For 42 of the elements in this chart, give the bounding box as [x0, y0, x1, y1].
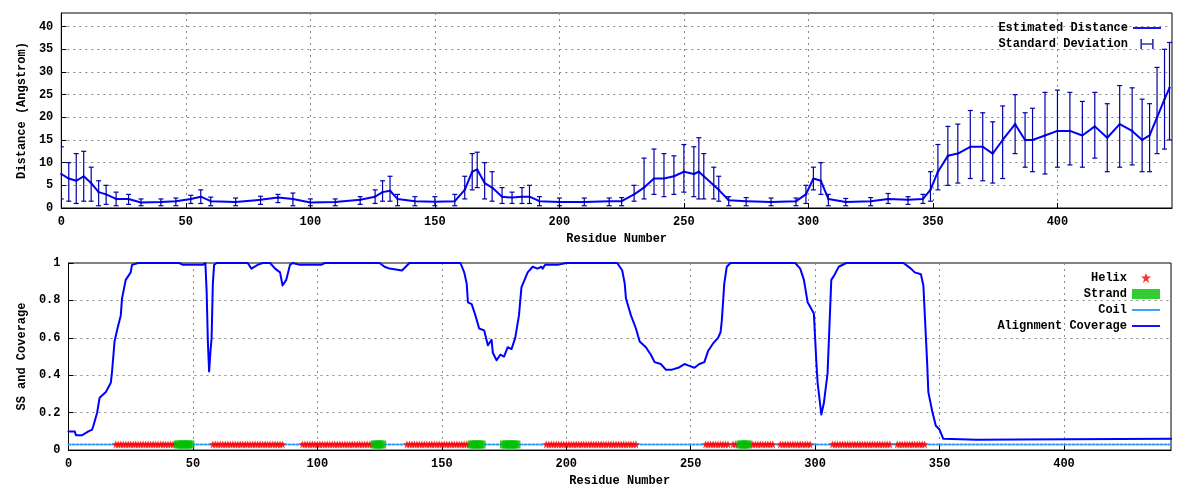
x-tick-label: 150	[424, 215, 446, 229]
legend-label: Standard Deviation	[998, 37, 1128, 51]
x-tick-label: 300	[804, 457, 826, 472]
legend-label: Helix	[1090, 271, 1127, 285]
x-tick-label: 350	[922, 215, 944, 229]
x-axis-title: Residue Number	[566, 231, 668, 246]
x-tick-label: 250	[679, 457, 702, 472]
y-tick-label: 0	[53, 443, 61, 458]
x-tick-label: 350	[928, 457, 951, 472]
y-tick-label: 40	[38, 19, 54, 34]
x-tick-label: 300	[797, 215, 820, 229]
x-tick-label: 100	[299, 215, 322, 229]
y-tick-label: 0.2	[38, 405, 61, 420]
y-tick-label: 5	[46, 178, 54, 193]
legend-label: Coil	[1098, 303, 1127, 317]
y-axis-title: Distance (Angstrom)	[15, 42, 29, 179]
x-tick-label: 50	[178, 215, 194, 229]
y-tick-label: 25	[38, 87, 54, 102]
y-tick-label: 20	[38, 110, 54, 125]
y-tick-label: 30	[38, 64, 54, 79]
y-axis-title: SS and Coverage	[15, 302, 29, 411]
x-tick-label: 150	[431, 457, 453, 472]
x-tick-label: 200	[548, 215, 571, 229]
y-tick-label: 0.6	[38, 330, 61, 345]
x-tick-label: 250	[673, 215, 695, 229]
legend-label: Alignment Coverage	[997, 319, 1127, 333]
legend-label: Strand	[1083, 287, 1127, 301]
x-tick-label: 400	[1053, 457, 1075, 472]
y-tick-label: 15	[38, 132, 54, 147]
y-tick-label: 0.4	[38, 368, 61, 383]
y-tick-label: 10	[38, 155, 54, 170]
y-tick-label: 35	[38, 42, 54, 57]
x-tick-label: 50	[185, 457, 201, 472]
y-tick-label: 0	[46, 201, 54, 215]
y-tick-label: 1	[53, 256, 61, 270]
x-axis-title: Residue Number	[569, 474, 671, 488]
y-tick-label: 0.8	[38, 293, 61, 308]
x-tick-label: 400	[1046, 215, 1069, 229]
x-tick-label: 200	[555, 457, 578, 472]
x-tick-label: 100	[306, 457, 329, 472]
x-tick-label: 0	[64, 457, 73, 472]
legend-label: Estimated Distance	[998, 21, 1128, 35]
